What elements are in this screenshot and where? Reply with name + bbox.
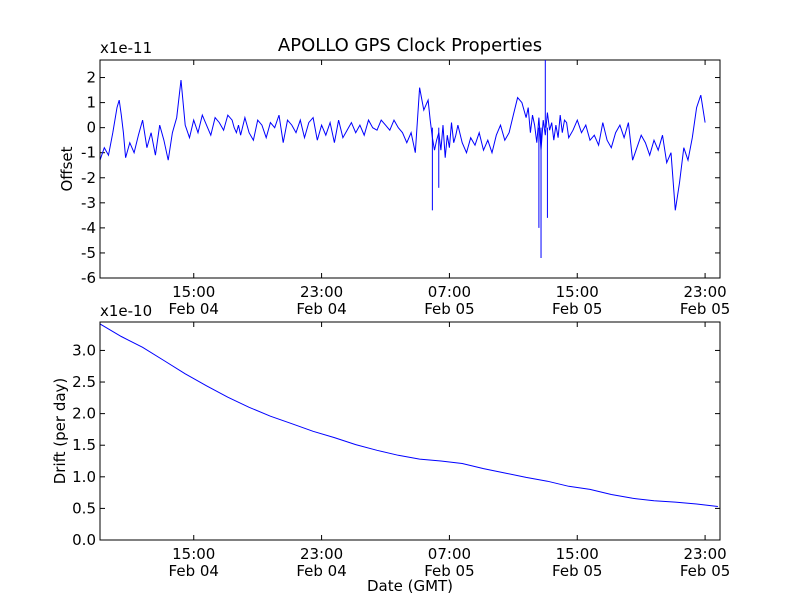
drift-x-tick-label-date: Feb 05: [680, 562, 730, 580]
drift-x-tick-label-time: 15:00: [556, 545, 599, 563]
drift-y-tick-label: 2.5: [72, 373, 96, 391]
offset-x-tick-label-time: 07:00: [428, 283, 471, 301]
drift-x-axis-label: Date (GMT): [367, 577, 453, 595]
offset-x-tick-label-date: Feb 05: [424, 300, 474, 318]
offset-y-tick-label: 0: [86, 119, 96, 137]
drift-y-tick-label: 1.0: [72, 468, 96, 486]
offset-y-tick-label: 1: [86, 94, 96, 112]
offset-y-tick-label: -4: [81, 219, 96, 237]
offset-y-axis-label: Offset: [58, 146, 76, 191]
drift-x-tick-label-time: 23:00: [300, 545, 343, 563]
drift-y-tick-label: 0.5: [72, 499, 96, 517]
offset-x-tick-label-date: Feb 05: [552, 300, 602, 318]
drift-y-tick-label: 2.0: [72, 405, 96, 423]
offset-axes-frame: [99, 59, 721, 279]
offset-x-tick-label-time: 15:00: [172, 283, 215, 301]
drift-x-tick-label-date: Feb 04: [169, 562, 219, 580]
drift-x-tick-label-time: 07:00: [428, 545, 471, 563]
offset-y-tick-label: -2: [81, 169, 96, 187]
drift-y-tick-label: 0.0: [72, 531, 96, 549]
offset-x-tick-label-date: Feb 05: [680, 300, 730, 318]
offset-x-tick-label-time: 23:00: [300, 283, 343, 301]
offset-x-tick-label-date: Feb 04: [169, 300, 219, 318]
chart-title: APOLLO GPS Clock Properties: [278, 35, 542, 56]
drift-x-tick-label-time: 23:00: [683, 545, 726, 563]
drift-x-tick-label-date: Feb 05: [424, 562, 474, 580]
offset-x-tick-label-time: 15:00: [556, 283, 599, 301]
offset-scale-label: x1e-11: [100, 39, 152, 57]
drift-scale-label: x1e-10: [100, 302, 152, 320]
drift-y-axis-label: Drift (per day): [51, 378, 69, 485]
drift-x-tick-label-date: Feb 05: [552, 562, 602, 580]
offset-x-tick-label-time: 23:00: [683, 283, 726, 301]
offset-y-tick-label: -1: [81, 144, 96, 162]
drift-y-tick-label: 1.5: [72, 436, 96, 454]
drift-x-tick-label-time: 15:00: [172, 545, 215, 563]
drift-y-ticks: 0.0 0.5 1.0 1.5 2.0 2.5 3.0: [72, 341, 720, 549]
offset-y-tick-label: -3: [81, 194, 96, 212]
drift-axes-frame: [99, 321, 721, 541]
offset-y-ticks: -6 -5 -4 -3 -2 -1 0 1 2: [81, 69, 720, 287]
drift-x-tick-label-date: Feb 04: [296, 562, 346, 580]
drift-y-tick-label: 3.0: [72, 341, 96, 359]
drift-series-line: [99, 323, 718, 507]
offset-y-tick-label: -6: [81, 269, 96, 287]
offset-series-line: [99, 79, 706, 211]
offset-x-tick-label-date: Feb 04: [296, 300, 346, 318]
offset-y-tick-label: 2: [86, 69, 96, 87]
offset-y-tick-label: -5: [81, 244, 96, 262]
